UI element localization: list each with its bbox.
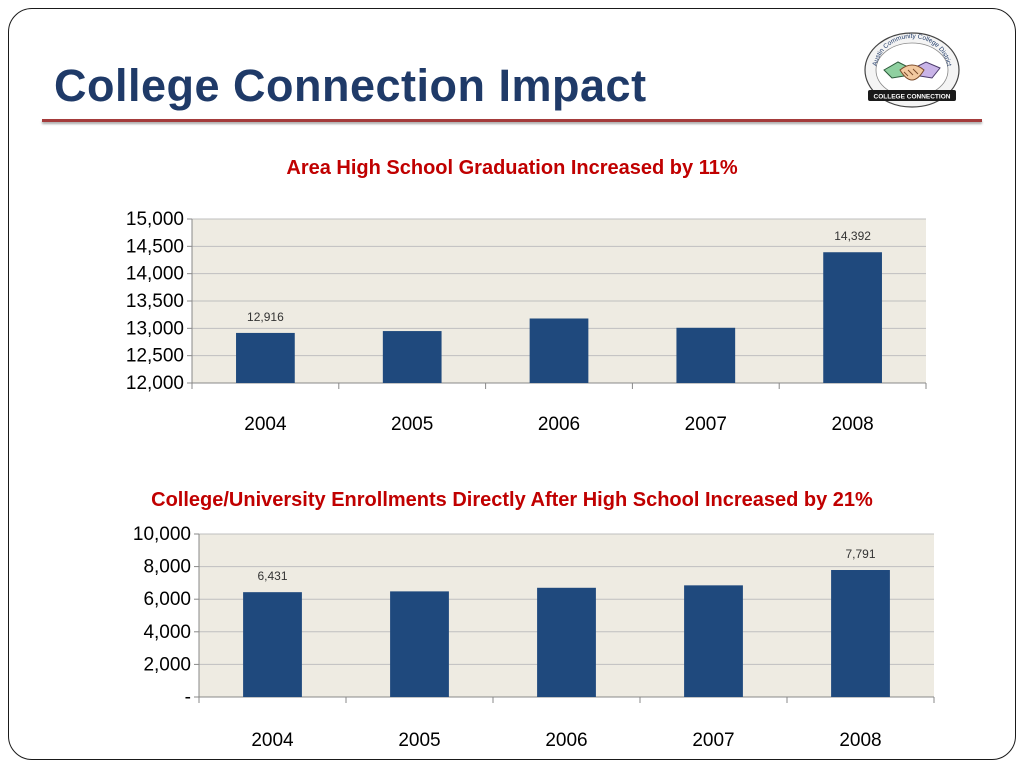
bar-2007	[684, 585, 743, 697]
x-tick-label: 2008	[839, 730, 881, 751]
data-label: 6,431	[257, 569, 287, 583]
bar-2007	[676, 327, 736, 383]
bar-2008	[831, 570, 890, 697]
x-tick-label: 2006	[538, 414, 580, 435]
y-tick-label: 14,000	[126, 264, 184, 285]
y-tick-label: 12,000	[126, 373, 184, 394]
bar-2008	[823, 252, 882, 383]
y-tick-label: 13,500	[126, 291, 184, 312]
x-tick-label: 2007	[692, 730, 734, 751]
y-tick-label: 14,500	[126, 236, 184, 257]
bar-2004	[243, 592, 302, 697]
data-label: 14,392	[834, 229, 871, 243]
y-tick-label: 13,000	[126, 318, 184, 339]
chart-1-title: Area High School Graduation Increased by…	[286, 157, 738, 179]
y-tick-label: -	[185, 687, 191, 708]
x-tick-label: 2004	[244, 414, 287, 435]
y-tick-label: 2,000	[143, 654, 191, 675]
x-tick-label: 2005	[398, 730, 440, 751]
data-label: 12,916	[247, 310, 284, 324]
bar-2005	[390, 591, 449, 697]
y-tick-label: 8,000	[143, 557, 191, 578]
data-label: 7,791	[845, 547, 875, 561]
chart-2-title: College/University Enrollments Directly …	[151, 489, 873, 511]
bar-2004	[236, 332, 295, 383]
y-tick-label: 4,000	[143, 622, 191, 643]
y-tick-label: 6,000	[143, 589, 191, 610]
x-tick-label: 2005	[391, 414, 433, 435]
college-connection-logo: Austin Community College District COLLEG…	[864, 32, 960, 108]
y-tick-label: 10,000	[133, 524, 191, 545]
title-underline	[42, 119, 982, 122]
bar-2005	[382, 331, 442, 383]
bar-2006	[529, 318, 589, 383]
handshake-icon	[883, 61, 941, 81]
x-tick-label: 2008	[831, 414, 873, 435]
bar-2006	[537, 587, 596, 697]
x-tick-label: 2004	[251, 730, 294, 751]
y-tick-label: 12,500	[126, 346, 184, 367]
page-title: College Connection Impact	[54, 60, 647, 111]
x-tick-label: 2007	[685, 414, 727, 435]
logo-banner-text: COLLEGE CONNECTION	[874, 94, 951, 101]
y-tick-label: 15,000	[126, 209, 184, 230]
x-tick-label: 2006	[545, 730, 587, 751]
